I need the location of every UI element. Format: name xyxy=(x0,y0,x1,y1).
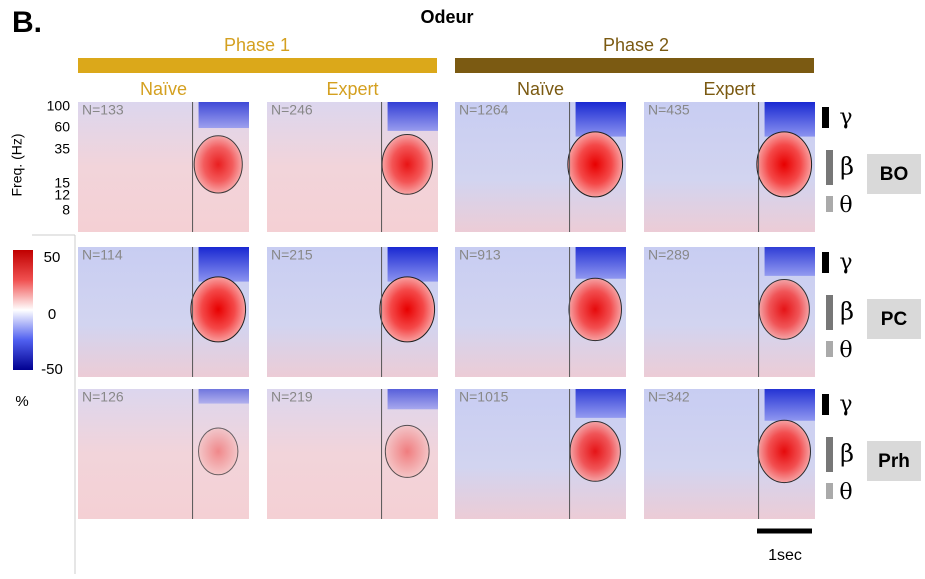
y-tick-label: 8 xyxy=(62,202,70,218)
condition-label: Expert xyxy=(703,79,755,99)
region-box xyxy=(867,441,921,481)
band-label: θ xyxy=(839,338,852,363)
heatmap-suppression xyxy=(764,102,815,137)
n-label: N=215 xyxy=(271,247,313,263)
n-label: N=219 xyxy=(271,389,313,405)
y-tick-label: 35 xyxy=(54,141,70,157)
band-label: θ xyxy=(839,193,852,218)
gamma-marker xyxy=(822,394,829,415)
theta-marker xyxy=(826,196,833,212)
region-label: PC xyxy=(881,309,908,330)
y-axis-label: Freq. (Hz) xyxy=(9,134,25,197)
colorbar-unit: % xyxy=(15,393,28,410)
n-label: N=126 xyxy=(82,389,124,405)
heatmap-activation xyxy=(198,427,239,476)
n-label: N=342 xyxy=(648,389,690,405)
band-label: γ xyxy=(839,392,852,417)
heatmap-activation xyxy=(758,279,810,340)
y-tick-label: 12 xyxy=(54,187,70,203)
region-label: BO xyxy=(880,164,909,185)
phase-label: Phase 2 xyxy=(603,35,669,55)
n-label: N=246 xyxy=(271,102,313,118)
gamma-marker xyxy=(822,252,829,273)
phase-label: Phase 1 xyxy=(224,35,290,55)
theta-marker xyxy=(826,341,833,357)
band-label: β xyxy=(840,440,854,468)
band-label: β xyxy=(840,298,854,326)
heatmap-suppression xyxy=(198,102,249,129)
band-label: γ xyxy=(839,105,852,130)
phase-bar xyxy=(78,58,437,73)
heatmap-activation xyxy=(190,276,247,343)
theta-marker xyxy=(826,483,833,499)
n-label: N=133 xyxy=(82,102,124,118)
band-label: γ xyxy=(839,250,852,275)
y-tick-label: 15 xyxy=(54,175,70,191)
heatmap-suppression xyxy=(575,389,626,418)
heatmap-activation xyxy=(193,135,243,194)
condition-label: Naïve xyxy=(140,79,187,99)
panel-label: B. xyxy=(12,6,42,39)
band-label: β xyxy=(840,153,854,181)
n-label: N=114 xyxy=(82,247,123,263)
heatmap-activation xyxy=(567,131,624,198)
band-label: θ xyxy=(839,480,852,505)
n-label: N=1264 xyxy=(459,102,509,118)
heatmap-suppression xyxy=(387,389,438,410)
n-label: N=435 xyxy=(648,102,690,118)
phase-bar xyxy=(455,58,814,73)
heatmap-suppression xyxy=(387,247,438,282)
colorbar-tick-label: 50 xyxy=(44,249,61,266)
y-tick-label: 60 xyxy=(54,119,70,135)
y-tick-label: 100 xyxy=(47,98,71,114)
n-label: N=1015 xyxy=(459,389,509,405)
heatmap-suppression xyxy=(764,247,815,276)
region-label: Prh xyxy=(878,451,910,472)
colorbar-tick-label: 0 xyxy=(48,306,56,323)
beta-marker xyxy=(826,437,833,472)
condition-label: Expert xyxy=(326,79,378,99)
heatmap-activation xyxy=(569,421,621,482)
n-label: N=913 xyxy=(459,247,501,263)
region-box xyxy=(867,154,921,194)
colorbar-tick-label: -50 xyxy=(41,361,63,378)
heatmap-activation xyxy=(756,131,813,198)
heatmap-activation xyxy=(381,134,433,195)
figure-title: Odeur xyxy=(420,7,473,27)
heatmap-activation xyxy=(379,276,436,343)
heatmap-activation xyxy=(757,419,811,484)
heatmap-suppression xyxy=(575,102,626,137)
heatmap-suppression xyxy=(764,389,815,421)
n-label: N=289 xyxy=(648,247,690,263)
heatmap-suppression xyxy=(575,247,626,279)
beta-marker xyxy=(826,295,833,330)
condition-label: Naïve xyxy=(517,79,564,99)
region-box xyxy=(867,299,921,339)
scale-bar-label: 1sec xyxy=(768,547,802,564)
gamma-marker xyxy=(822,107,829,128)
heatmap-activation xyxy=(384,424,430,478)
beta-marker xyxy=(826,150,833,185)
colorbar xyxy=(13,250,33,370)
heatmap-suppression xyxy=(198,247,249,282)
heatmap-suppression xyxy=(198,389,249,404)
heatmap-activation xyxy=(568,277,622,342)
heatmap-suppression xyxy=(387,102,438,131)
